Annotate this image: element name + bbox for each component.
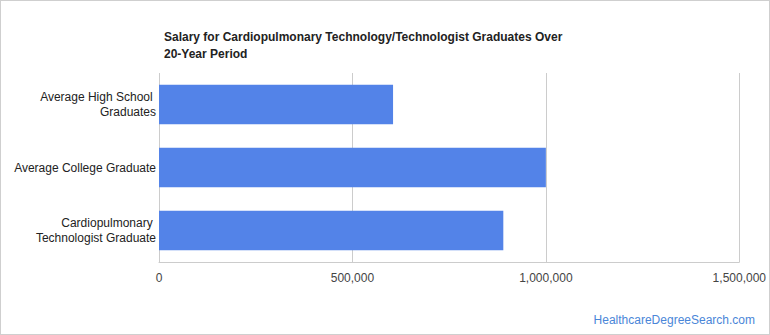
svg-text:Average High School: Average High School [40,90,156,104]
svg-text:20-Year Period: 20-Year Period [164,47,247,61]
svg-text:Cardiopulmonary: Cardiopulmonary [61,216,156,230]
svg-text:1,500,000: 1,500,000 [713,271,767,285]
svg-text:Salary for Cardiopulmonary Tec: Salary for Cardiopulmonary Technology/Te… [164,30,566,44]
svg-text:Graduates: Graduates [100,105,156,119]
svg-text:HealthcareDegreeSearch.com: HealthcareDegreeSearch.com [594,313,755,327]
svg-text:Technologist Graduate: Technologist Graduate [36,231,156,245]
svg-text:Average College Graduate: Average College Graduate [14,161,156,175]
svg-text:0: 0 [156,271,163,285]
svg-text:1,000,000: 1,000,000 [519,271,573,285]
svg-text:500,000: 500,000 [331,271,375,285]
